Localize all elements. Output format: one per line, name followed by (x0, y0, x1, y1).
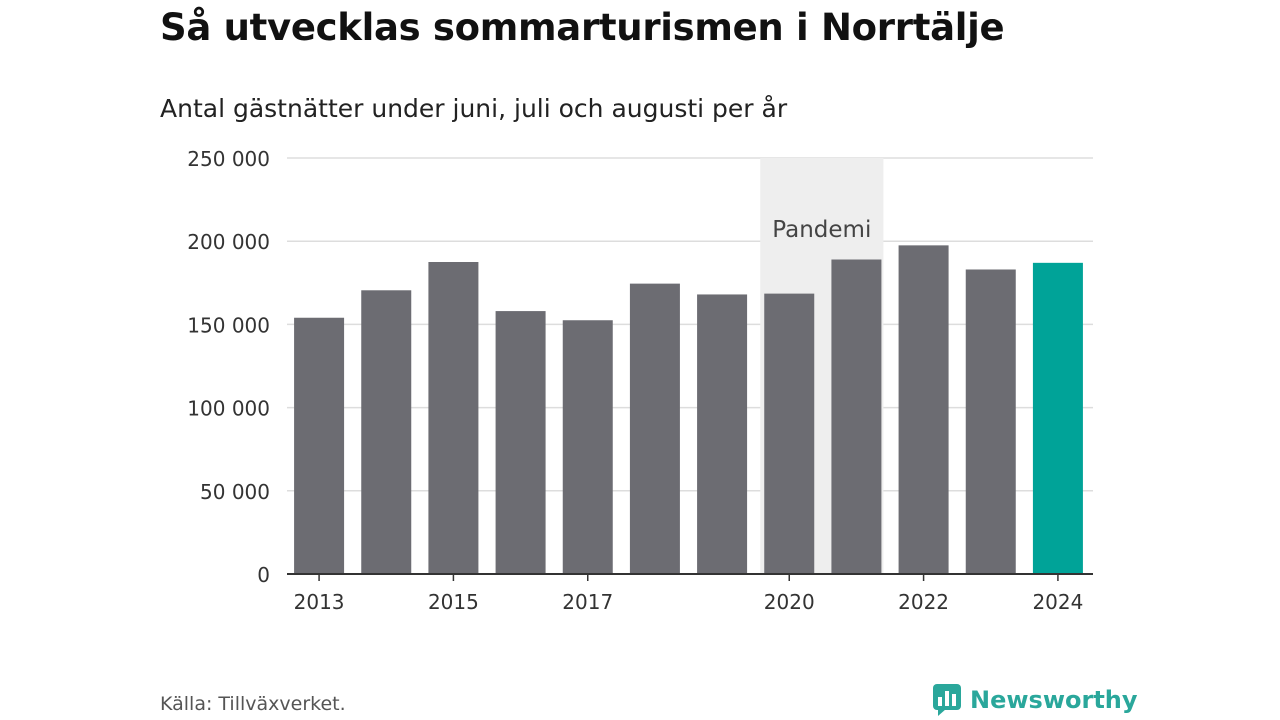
bar-2020 (764, 293, 815, 574)
bar-2016 (495, 311, 546, 574)
bar-2015 (428, 262, 479, 574)
x-tick-label: 2013 (294, 590, 345, 614)
y-tick-label: 100 000 (187, 397, 270, 421)
y-tick-label: 250 000 (187, 147, 270, 171)
y-tick-label: 50 000 (200, 480, 270, 504)
bar-2024 (1032, 262, 1083, 574)
bar-2017 (562, 320, 613, 574)
x-tick-label: 2020 (764, 590, 815, 614)
y-tick-label: 150 000 (187, 313, 270, 337)
bar-2018 (629, 283, 680, 574)
bar-2023 (965, 269, 1016, 574)
newsworthy-logo-icon (933, 684, 961, 716)
x-tick-label: 2022 (898, 590, 949, 614)
bar-2021 (831, 259, 882, 574)
y-tick-label: 200 000 (187, 230, 270, 254)
x-tick-label: 2015 (428, 590, 479, 614)
x-tick-label: 2024 (1032, 590, 1083, 614)
y-tick-label: 0 (257, 563, 270, 587)
source-note: Källa: Tillväxverket. (160, 693, 346, 715)
x-tick-label: 2017 (562, 590, 613, 614)
pandemic-label: Pandemi (772, 217, 871, 243)
chart-title: Så utvecklas sommarturismen i Norrtälje (160, 6, 1005, 49)
bar-2013 (294, 317, 345, 574)
brand-name: Newsworthy (970, 686, 1138, 714)
bar-2014 (361, 290, 412, 574)
brand-logo: Newsworthy (932, 683, 1138, 717)
bar-2019 (697, 294, 748, 574)
bar-2022 (898, 245, 949, 575)
chart-subtitle: Antal gästnätter under juni, juli och au… (160, 94, 788, 123)
